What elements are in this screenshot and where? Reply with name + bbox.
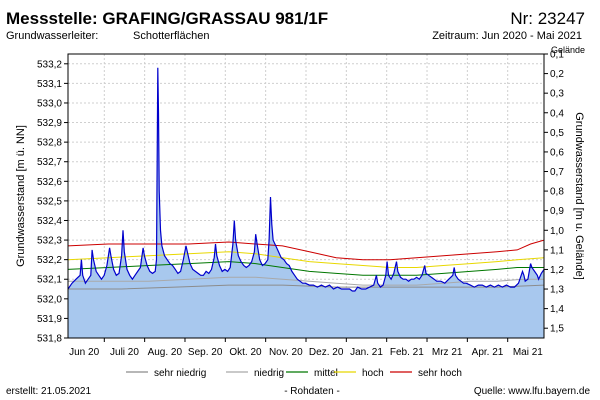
- tick-label-right: 0,5: [550, 128, 564, 139]
- tick-label-x: Apr. 21: [472, 347, 504, 358]
- tick-label-right: 0,6: [550, 147, 564, 158]
- x-axis-ticks: Jun 20 Juli 20 Aug. 20 Sep. 20 Okt. 20 Nov. 2…: [69, 338, 543, 358]
- tick-label-x: Mai 21: [513, 347, 543, 358]
- legend-label: niedrig: [254, 368, 284, 379]
- tick-label-right: 0,8: [550, 187, 564, 198]
- tick-label-left: 532,5: [37, 196, 62, 207]
- water-level-series: [67, 67, 545, 292]
- tick-label-right: 1,5: [550, 324, 564, 335]
- tick-label-left: 533,2: [37, 59, 62, 70]
- tick-label-left: 533,0: [37, 98, 62, 109]
- tick-label-left: 532,8: [37, 138, 62, 149]
- aquifer-value: Schotterflächen: [133, 30, 209, 42]
- ref-line-hoch: [67, 251, 545, 268]
- ref-line-mittel: [67, 261, 544, 276]
- reference-lines: [67, 239, 545, 290]
- tick-label-right: 0,7: [550, 167, 564, 178]
- tick-label-x: Jun 20: [69, 347, 99, 358]
- tick-label-x: Mrz 21: [432, 347, 463, 358]
- station-title: Messstelle: GRAFING/GRASSAU 981/1F: [6, 9, 328, 28]
- ref-line-sehr-hoch: [67, 239, 545, 261]
- tick-label-x: Dez. 20: [309, 347, 344, 358]
- tick-label-x: Sep. 20: [188, 347, 223, 358]
- legend-label: hoch: [362, 368, 384, 379]
- period-label: Zeitraum: Jun 2020 - Mai 2021: [432, 30, 582, 42]
- tick-label-right: 1,0: [550, 226, 564, 237]
- tick-label-x: Juli 20: [110, 347, 139, 358]
- legend-label: mittel: [314, 368, 338, 379]
- left-axis-ticks: 531,8 531,9 532,0 532,1 532,2 532,3 532,4 532,5…: [37, 59, 68, 345]
- tick-label-left: 532,2: [37, 255, 62, 266]
- ref-line-niedrig: [68, 276, 544, 286]
- tick-label-left: 533,1: [37, 79, 62, 90]
- tick-label-right: 0,1: [550, 50, 564, 61]
- tick-label-x: Nov. 20: [269, 347, 303, 358]
- tick-label-left: 532,9: [37, 118, 62, 129]
- created-date: erstellt: 21.05.2021: [6, 386, 91, 397]
- tick-label-right: 1,4: [550, 304, 564, 315]
- right-axis-ticks: 1,5 1,4 1,3 1,2 1,1 1,0 0,9 0,8 0,7 0,6 0,5 0,4 0,3 0…: [544, 50, 564, 335]
- tick-label-left: 532,3: [37, 236, 62, 247]
- water-level-line: [67, 67, 545, 292]
- tick-label-right: 0,9: [550, 206, 564, 217]
- tick-label-right: 1,1: [550, 245, 564, 256]
- ref-line-sehr-niedrig: [68, 284, 545, 290]
- tick-label-left: 532,6: [37, 177, 62, 188]
- legend-label: sehr niedrig: [154, 368, 206, 379]
- station-number: Nr: 23247: [510, 9, 585, 28]
- legend: sehr niedrig niedrig mittel hoch sehr hoch: [126, 368, 462, 379]
- tick-label-x: Feb. 21: [390, 347, 424, 358]
- y-axis-label-left: Grundwasserstand [m ü. NN]: [15, 125, 27, 267]
- tick-label-left: 531,8: [37, 334, 62, 345]
- tick-label-left: 531,9: [37, 314, 62, 325]
- tick-label-left: 532,0: [37, 294, 62, 305]
- y-axis-label-right: Grundwasserstand [m u. Gelände]: [573, 112, 585, 280]
- tick-label-right: 1,2: [550, 265, 564, 276]
- tick-label-x: Jan. 21: [350, 347, 383, 358]
- tick-label-left: 532,1: [37, 275, 62, 286]
- tick-label-x: Okt. 20: [229, 347, 262, 358]
- tick-label-left: 532,7: [37, 157, 62, 168]
- tick-label-x: Aug. 20: [148, 347, 183, 358]
- right-axis-top-label: Gelände: [551, 45, 585, 55]
- raw-data-note: - Rohdaten -: [284, 386, 340, 397]
- tick-label-right: 0,4: [550, 108, 564, 119]
- legend-label: sehr hoch: [418, 368, 462, 379]
- aquifer-label: Grundwasserleiter:: [6, 30, 98, 42]
- tick-label-right: 0,2: [550, 69, 564, 80]
- tick-label-left: 532,4: [37, 216, 62, 227]
- tick-label-right: 1,3: [550, 285, 564, 296]
- source-link[interactable]: Quelle: www.lfu.bayern.de: [474, 386, 591, 397]
- tick-label-right: 0,3: [550, 89, 564, 100]
